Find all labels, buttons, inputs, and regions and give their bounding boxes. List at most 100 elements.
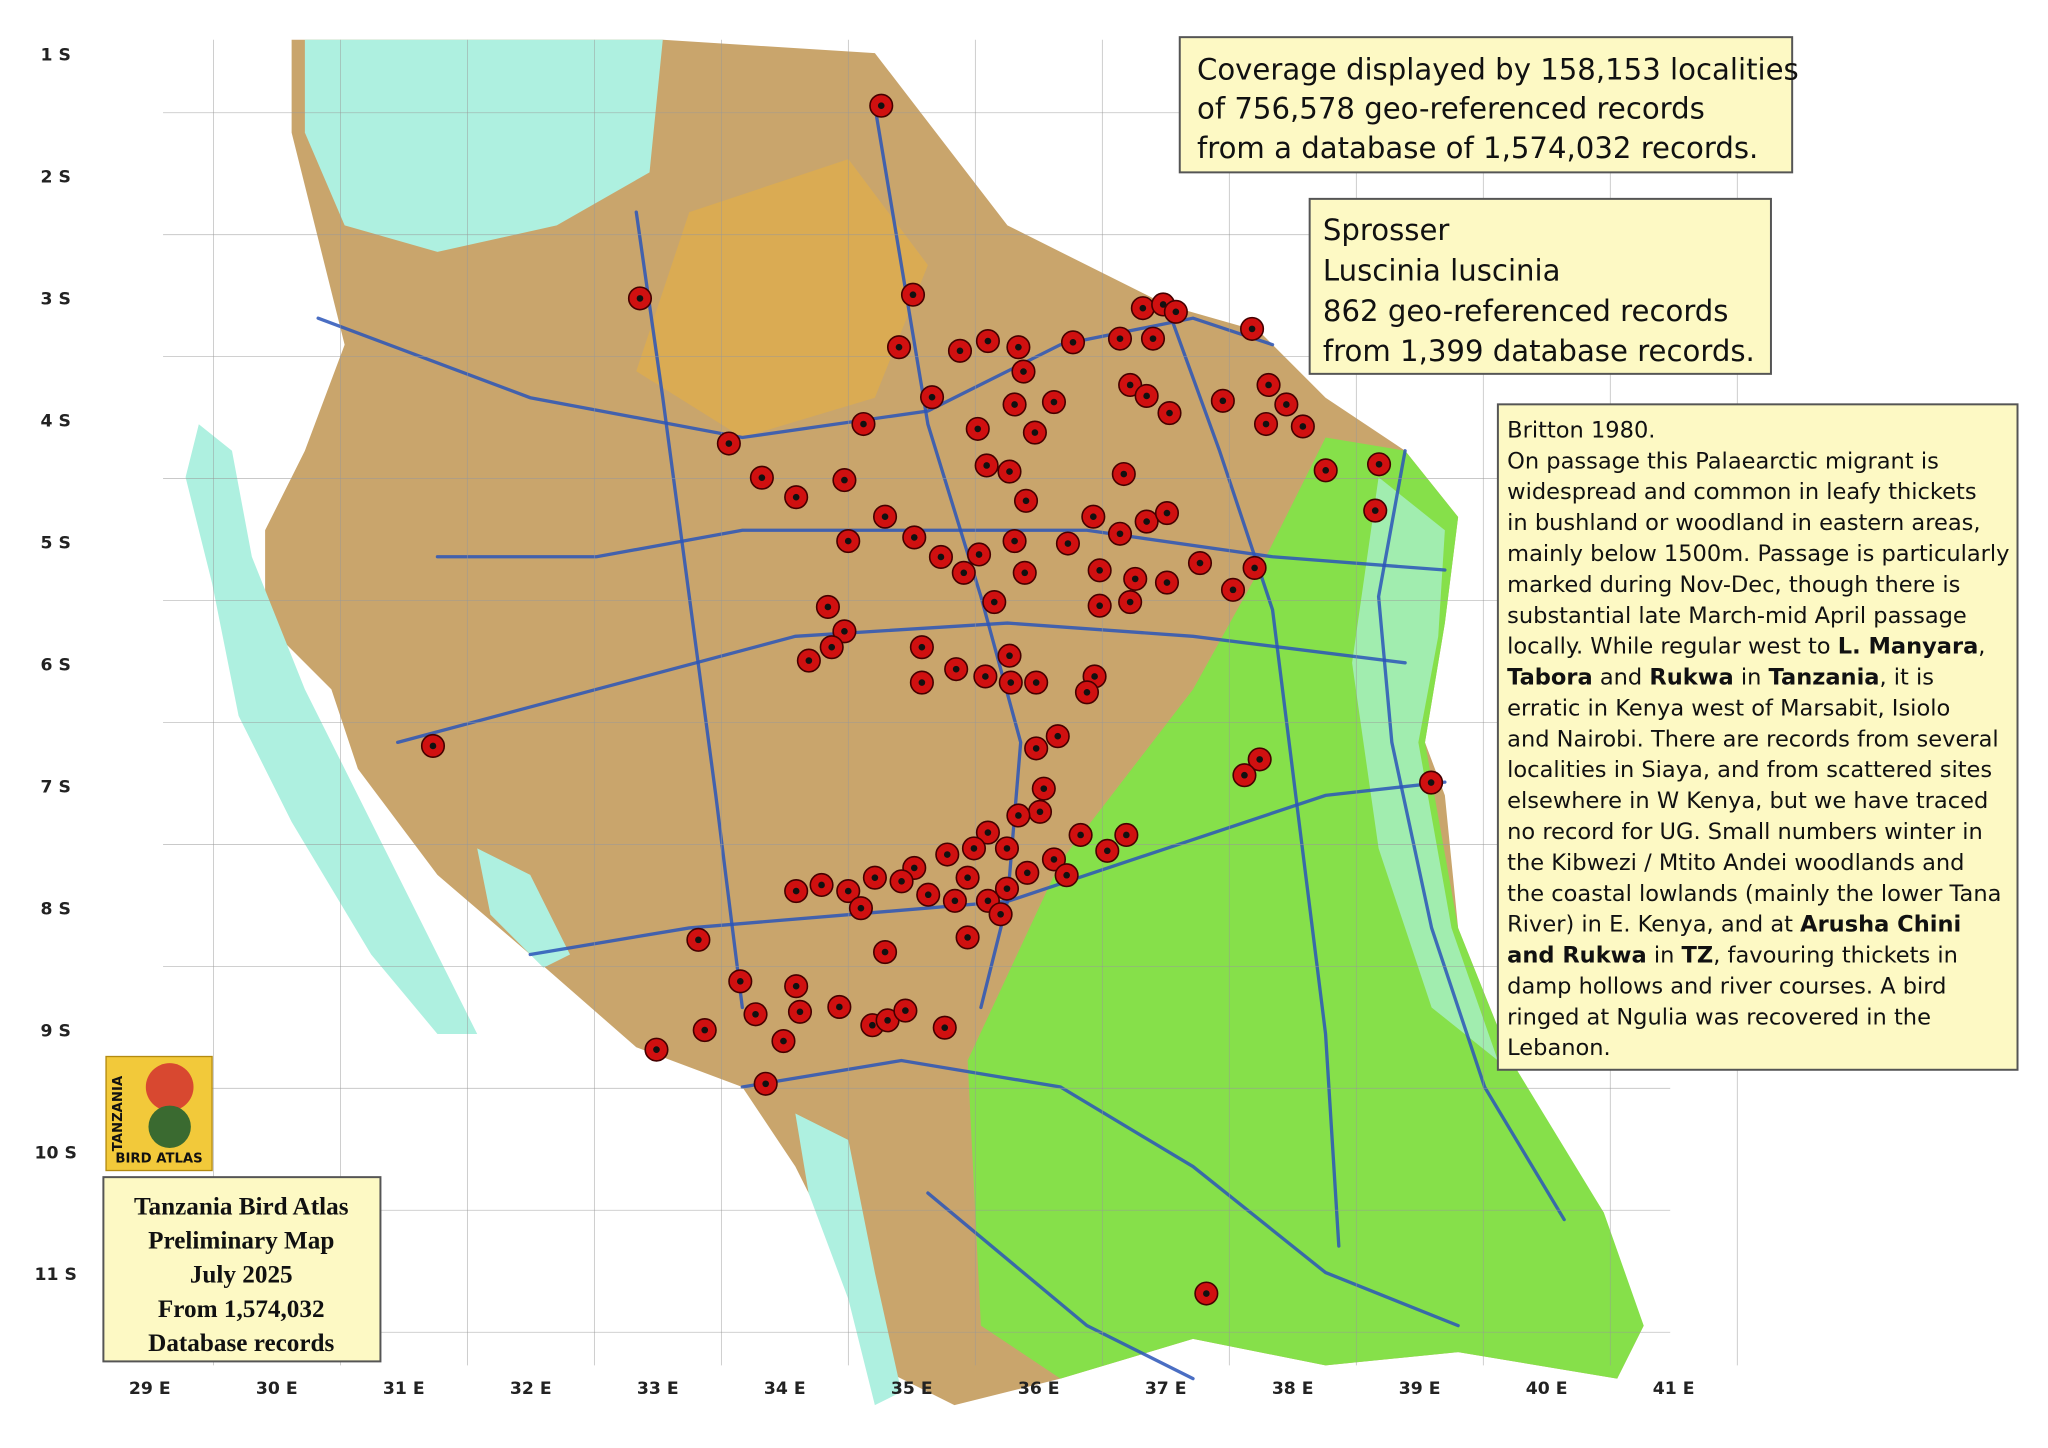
lake-victoria — [304, 39, 663, 252]
record-center — [956, 347, 964, 355]
note-run: marked during Nov-Dec, though there is — [1507, 572, 1960, 598]
note-line: no record for UG. Small numbers winter i… — [1507, 819, 1983, 845]
record-center — [1015, 343, 1022, 351]
latitude-label: 9 S — [40, 1021, 70, 1041]
record-center — [1050, 856, 1058, 863]
longitude-label: 41 E — [1653, 1379, 1695, 1399]
note-run: , it is — [1879, 665, 1934, 691]
record-center — [1322, 467, 1330, 474]
longitude-label: 37 E — [1145, 1379, 1187, 1399]
note-run: localities in Siaya, and from scattered … — [1507, 757, 1992, 783]
note-run: damp hollows and river courses. A bird — [1507, 973, 1946, 999]
record-center — [1083, 688, 1091, 696]
record-center — [884, 1017, 891, 1024]
note-line: erratic in Kenya west of Marsabit, Isiol… — [1507, 695, 1950, 721]
note-run: Tanzania — [1769, 665, 1880, 691]
longitude-label: 33 E — [637, 1379, 679, 1399]
record-center — [1251, 564, 1258, 572]
record-center — [1163, 509, 1171, 517]
notes-box — [1496, 403, 2019, 1071]
note-line: marked during Nov-Dec, though there is — [1507, 572, 1960, 598]
species-box — [1308, 197, 1772, 375]
record-center — [941, 1024, 949, 1031]
logo-text: TANZANIA — [111, 1075, 126, 1151]
note-line: River) in E. Kenya, and at Arusha Chini — [1507, 912, 1961, 938]
note-run: no record for UG. Small numbers winter i… — [1507, 819, 1983, 845]
latitude-label: 1 S — [40, 46, 70, 66]
note-line: damp hollows and river courses. A bird — [1507, 973, 1946, 999]
note-run: Arusha Chini — [1800, 912, 1961, 938]
longitude-label: 30 E — [256, 1379, 298, 1399]
record-center — [982, 673, 989, 680]
text-line: Database records — [148, 1330, 334, 1357]
record-center — [1069, 338, 1077, 346]
atlas-text: Tanzania Bird Atlas Preliminary Map July 2… — [134, 1193, 349, 1357]
record-center — [1090, 513, 1097, 521]
record-center — [1054, 732, 1062, 740]
record-center — [877, 102, 885, 110]
note-line: localities in Siaya, and from scattered … — [1507, 757, 1992, 783]
note-line: mainly below 1500m. Passage is particula… — [1507, 541, 2009, 567]
record-center — [1265, 381, 1272, 389]
record-center — [1283, 401, 1290, 408]
note-source: Britton 1980. — [1507, 417, 1655, 443]
longitude-label: 40 E — [1526, 1379, 1568, 1399]
record-center — [910, 534, 918, 541]
note-line: substantial late March-mid April passage — [1507, 603, 1967, 629]
road-network — [316, 104, 1566, 1381]
record-center — [1126, 598, 1134, 606]
notes-text: Britton 1980. On passage this Palaearctic… — [1507, 417, 2009, 1061]
record-center — [636, 295, 644, 302]
logo-bird — [148, 1105, 191, 1148]
coast-lowland — [1352, 477, 1498, 1061]
logo: TANZANIA BIRD ATLAS — [105, 1055, 213, 1172]
record-center — [1032, 745, 1040, 752]
record-center — [1427, 779, 1435, 786]
record-center — [881, 513, 889, 521]
note-run: locally. While regular west to — [1507, 634, 1838, 660]
text-line: Preliminary Map — [148, 1227, 334, 1254]
record-center — [1196, 559, 1204, 567]
record-center — [844, 537, 852, 545]
record-center — [997, 910, 1004, 918]
record-center — [970, 845, 978, 852]
record-center — [860, 420, 867, 428]
record-center — [780, 1037, 787, 1045]
record-center — [869, 1021, 876, 1029]
note-run: in bushland or woodland in eastern areas… — [1507, 510, 1980, 536]
latitude-label: 10 S — [34, 1143, 76, 1163]
record-center — [1371, 507, 1379, 514]
record-center — [1022, 497, 1030, 505]
record-center — [1241, 771, 1248, 779]
record-center — [805, 657, 813, 664]
note-run: and Rukwa — [1507, 943, 1647, 969]
note-run: and — [1593, 665, 1650, 691]
logo-bird — [145, 1063, 194, 1111]
latitude-label: 8 S — [40, 899, 70, 919]
note-line: the coastal lowlands (mainly the lower T… — [1507, 881, 2001, 907]
note-run: , favouring thickets in — [1713, 943, 1958, 969]
record-center — [1143, 392, 1150, 400]
record-center — [725, 440, 733, 447]
longitude-label: 29 E — [129, 1379, 171, 1399]
record-center — [792, 493, 800, 501]
record-center — [1064, 540, 1072, 547]
note-line: widespread and common in leafy thickets — [1507, 479, 1976, 505]
note-run: mainly below 1500m. Passage is particula… — [1507, 541, 2009, 567]
note-run: erratic in Kenya west of Marsabit, Isiol… — [1507, 695, 1950, 721]
record-center — [836, 1003, 843, 1011]
record-center — [1050, 398, 1058, 406]
note-line: and Nairobi. There are records from seve… — [1507, 726, 1998, 752]
record-center — [1036, 808, 1044, 816]
note-run: Tabora — [1507, 665, 1593, 691]
record-center — [1040, 785, 1048, 792]
longitude-label: 32 E — [510, 1379, 552, 1399]
record-center — [918, 643, 926, 651]
note-run: L. Manyara — [1838, 634, 1979, 660]
record-center — [951, 897, 959, 905]
road — [435, 528, 1447, 572]
record-center — [1172, 308, 1180, 316]
record-center — [818, 881, 825, 889]
text-line: Luscinia luscinia — [1323, 253, 1561, 287]
record-center — [762, 1080, 770, 1088]
